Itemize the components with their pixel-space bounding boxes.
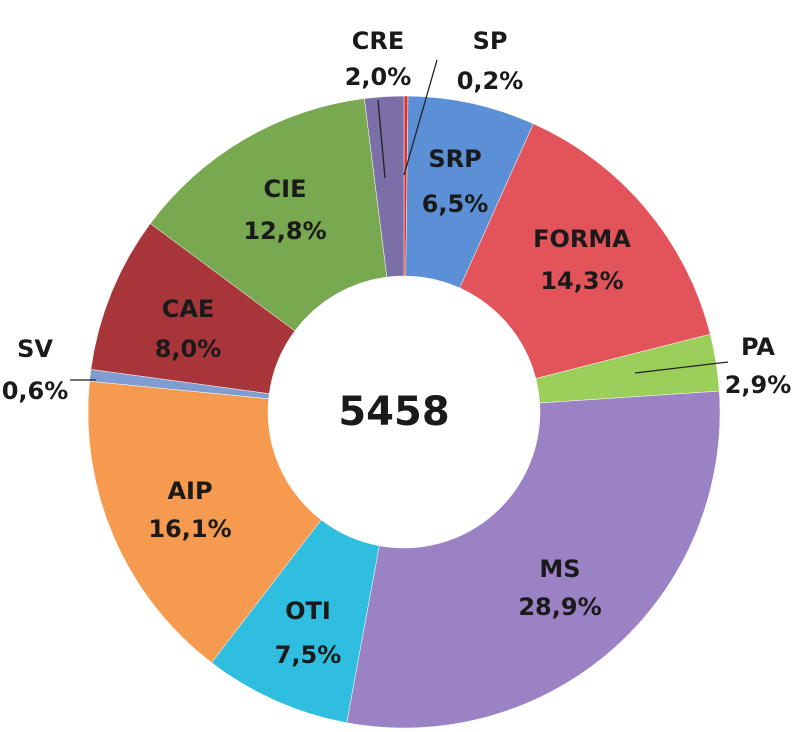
leader-line xyxy=(403,59,438,176)
slice-name: MS xyxy=(539,555,580,583)
slice-value-label: 6,5% xyxy=(422,190,489,218)
slice-value-label: 7,5% xyxy=(275,641,342,669)
donut-slice xyxy=(150,98,388,332)
slice-value-label: 2,0% xyxy=(345,63,412,91)
slice-value-label: 28,9% xyxy=(518,593,601,621)
slice-name: FORMA xyxy=(533,225,631,253)
leader-line xyxy=(377,99,386,179)
slice-name: CAE xyxy=(162,295,215,323)
center-label: 5458 xyxy=(338,389,449,435)
slice-value-label: 0,2% xyxy=(457,67,524,95)
donut-slice xyxy=(364,95,405,278)
donut-slice xyxy=(87,380,322,663)
slice-name: SV xyxy=(17,335,53,363)
slice-name: CRE xyxy=(352,27,405,55)
slice-value-label: 2,9% xyxy=(725,371,792,399)
slice-value-label: 14,3% xyxy=(540,267,623,295)
slice-name: OTI xyxy=(285,597,331,625)
leader-line xyxy=(634,361,729,374)
slice-name: SRP xyxy=(428,145,481,173)
slice-name: CIE xyxy=(264,175,307,203)
slice-value-label: 0,6% xyxy=(2,377,69,405)
slice-value-label: 8,0% xyxy=(155,335,222,363)
slice-name: SP xyxy=(473,27,508,55)
slice-value-label: 16,1% xyxy=(148,515,231,543)
slice-value-label: 12,8% xyxy=(243,217,326,245)
slice-name: PA xyxy=(741,333,775,361)
slice-name: AIP xyxy=(167,477,212,505)
donut-slice xyxy=(346,390,721,729)
donut-slice xyxy=(459,123,711,379)
